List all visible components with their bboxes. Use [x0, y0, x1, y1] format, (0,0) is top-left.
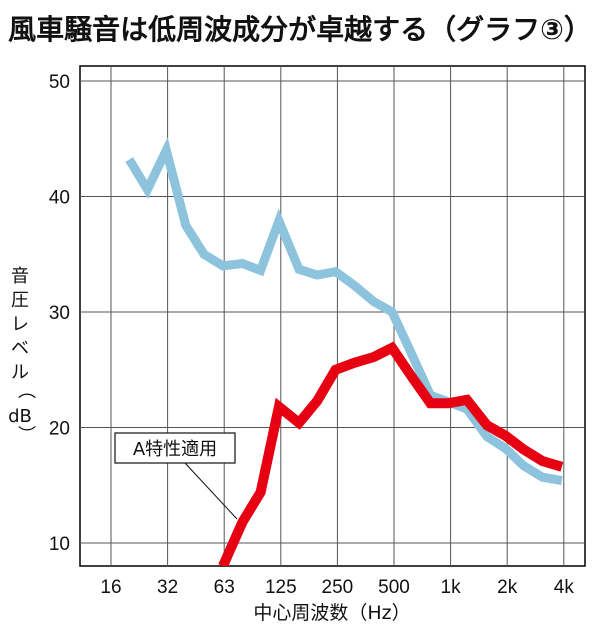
x-tick-label: 1k	[441, 577, 462, 598]
annotation-label: A特性適用	[133, 439, 217, 460]
y-tick-label: 30	[49, 303, 70, 324]
y-axis-label-char: ル	[11, 362, 29, 383]
x-tick-label: 16	[100, 577, 121, 598]
plot-area-frame	[79, 65, 586, 567]
y-axis-label-char: ベ	[11, 338, 29, 359]
x-tick-label: 32	[157, 577, 178, 598]
y-axis-label-char: 圧	[11, 290, 29, 311]
y-tick-label: 50	[49, 72, 70, 93]
y-axis-label-char: ）	[15, 425, 36, 443]
y-tick-label: 40	[49, 188, 70, 209]
annotation-box	[114, 432, 236, 464]
y-axis-label-char: 音	[11, 266, 29, 287]
chart-title: 風車騒音は低周波成分が卓越する（グラフ③）	[8, 13, 592, 46]
x-tick-label: 500	[378, 577, 410, 598]
series-line-unweighted	[125, 137, 563, 486]
x-tick-label: 250	[322, 577, 354, 598]
y-tick-label: 20	[49, 419, 70, 440]
x-tick-label: 125	[265, 577, 297, 598]
y-axis-label-char: レ	[11, 314, 29, 335]
annotation-leader-line	[184, 462, 238, 520]
y-tick-label: 10	[49, 534, 70, 555]
x-tick-label: 4k	[554, 577, 575, 598]
x-tick-label: 63	[214, 577, 235, 598]
x-tick-label: 2k	[497, 577, 518, 598]
y-axis-label-char: dB	[8, 406, 32, 427]
y-axis-label-char: （	[15, 381, 36, 399]
x-axis-label: 中心周波数（Hz）	[253, 602, 410, 624]
